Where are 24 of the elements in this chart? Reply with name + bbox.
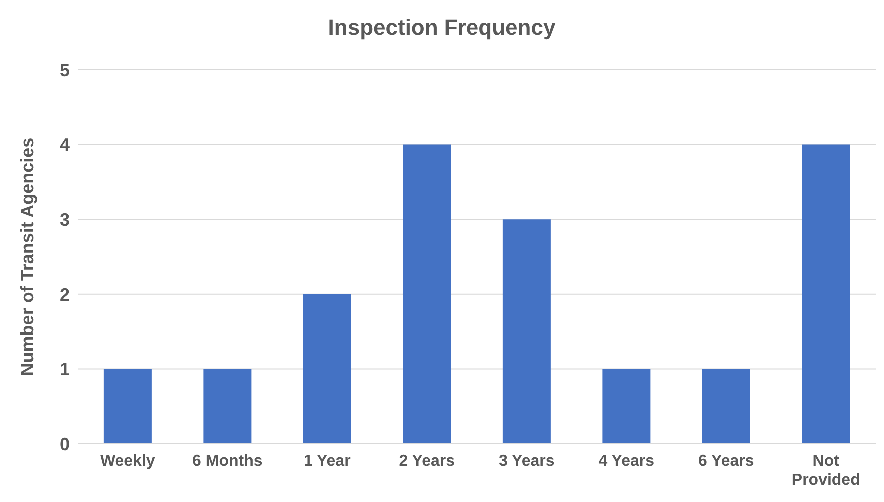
y-tick-label: 1: [60, 360, 70, 380]
x-tick-label: 6 Months: [192, 453, 263, 470]
x-tick-label: 2 Years: [399, 453, 456, 470]
bar: [702, 369, 750, 444]
bar: [802, 144, 850, 444]
x-tick-label: 4 Years: [598, 453, 655, 470]
chart-title: Inspection Frequency: [327, 14, 557, 42]
bar: [104, 369, 152, 444]
y-tick-label: 3: [60, 210, 70, 230]
x-tick-label: 6 Years: [698, 453, 754, 470]
y-tick-label: 5: [60, 60, 70, 80]
x-tick-label: 3 Years: [498, 453, 555, 470]
y-tick-label: 4: [60, 135, 70, 156]
bar: [602, 369, 651, 444]
y-tick-label: 2: [60, 284, 70, 305]
bar: [403, 144, 452, 444]
x-tick-label: Weekly: [100, 453, 156, 470]
bar: [303, 294, 352, 444]
y-tick-label: 0: [60, 434, 70, 454]
x-tick-label: 1 Year: [304, 453, 351, 470]
y-axis-title: Number of Transit Agencies: [17, 138, 38, 376]
bar: [204, 369, 252, 444]
bar: [502, 220, 551, 444]
x-tick-label: Not Provided: [792, 453, 860, 489]
